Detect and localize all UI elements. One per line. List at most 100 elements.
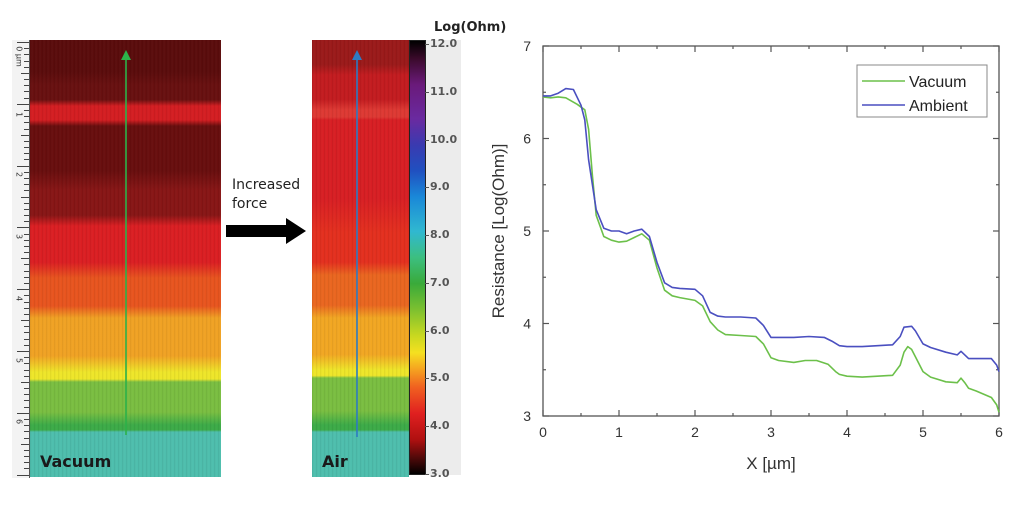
air-profile-arrow (352, 50, 362, 437)
ruler-tick (24, 60, 29, 62)
ruler-tick (24, 208, 29, 210)
map-band (312, 120, 409, 232)
ruler-tick (24, 190, 29, 192)
y-tick-label: 3 (523, 408, 531, 424)
colorbar-tick-label: 3.0 (430, 467, 450, 480)
legend-label-vacuum: Vacuum (909, 74, 967, 91)
ruler-tick (24, 276, 29, 278)
series-line-ambient (543, 87, 1000, 372)
x-tick-label: 5 (919, 424, 927, 440)
ruler-tick (17, 42, 29, 43)
colorbar-tick-mark (425, 187, 429, 189)
map-band (312, 370, 409, 378)
ruler-tick (24, 184, 29, 186)
ruler-tick (24, 66, 29, 68)
vacuum-profile-arrow (121, 50, 131, 435)
map-band (312, 232, 409, 275)
ruler-tick (24, 270, 29, 272)
ruler-tick (24, 468, 29, 470)
ruler-tick (21, 72, 29, 74)
x-tick-label: 2 (691, 424, 699, 440)
ruler-tick (21, 443, 29, 445)
ruler-tick (24, 109, 29, 111)
map-band (312, 110, 409, 120)
ruler-tick (24, 363, 29, 365)
ruler-tick (17, 289, 29, 291)
ruler-tick (24, 202, 29, 204)
x-tick-label: 6 (995, 424, 1003, 440)
y-tick-label: 6 (523, 131, 531, 147)
axis-ticks: 0 1 2 3 4 5 6 3 4 5 6 7 (523, 38, 1003, 440)
ruler-tick (24, 252, 29, 254)
ruler-tick (24, 295, 29, 297)
x-tick-label: 1 (615, 424, 623, 440)
ruler-tick (24, 159, 29, 161)
map-band (312, 425, 409, 432)
air-label: Air (322, 452, 348, 471)
ruler-tick (24, 239, 29, 241)
ruler-tick (17, 351, 29, 352)
colorbar-tick-mark (425, 330, 429, 332)
map-band (30, 432, 221, 477)
ruler-tick (24, 233, 29, 235)
ruler-tick (24, 332, 29, 334)
colorbar (409, 40, 426, 475)
y-tick-label: 7 (523, 38, 531, 54)
colorbar-tick-mark (425, 474, 429, 475)
ruler-tick (24, 283, 29, 285)
ruler-tick (17, 165, 29, 167)
colorbar-tick-mark (425, 44, 429, 45)
colorbar-tick-label: 11.0 (430, 84, 458, 98)
map-band (312, 378, 409, 425)
map-band (312, 275, 409, 318)
ruler-tick (24, 425, 29, 427)
legend-box (856, 64, 988, 118)
ruler-tick (17, 103, 29, 105)
colorbar-tick-label: 12.0 (430, 37, 458, 50)
ruler-tick (24, 147, 29, 149)
ruler-tick (24, 406, 29, 408)
ruler-tick (24, 215, 29, 217)
ruler-tick (17, 412, 29, 414)
ruler-tick (24, 48, 29, 50)
ruler-tick (21, 381, 29, 383)
ruler-tick (17, 474, 29, 476)
legend-label-ambient: Ambient (909, 98, 968, 115)
depth-ruler: 0 µm 1 2 3 4 5 6 (12, 40, 30, 478)
ruler-tick (24, 462, 29, 464)
y-tick-label: 4 (523, 316, 531, 332)
legend: Vacuum Ambient (856, 64, 988, 118)
colorbar-tick-mark (425, 235, 429, 237)
ruler-tick (21, 258, 29, 260)
ruler-tick (24, 301, 29, 303)
ruler-tick (24, 79, 29, 81)
ruler-tick (21, 196, 29, 198)
colorbar-tick-label: 5.0 (430, 371, 450, 385)
ruler-tick (24, 388, 29, 390)
vacuum-label: Vacuum (40, 452, 112, 471)
ruler-tick (24, 326, 29, 328)
ruler-tick (24, 128, 29, 130)
ruler-tick (21, 134, 29, 136)
colorbar-tick-mark (425, 426, 429, 428)
colorbar-tick-mark (425, 139, 429, 141)
x-tick-label: 4 (843, 424, 851, 440)
ruler-tick (24, 437, 29, 439)
ruler-tick (24, 140, 29, 142)
x-axis-label: X [µm] (746, 454, 795, 473)
ruler-tick (24, 400, 29, 402)
ruler-tick (24, 245, 29, 247)
increased-force-text: Increased force (232, 176, 300, 214)
ruler-tick (24, 394, 29, 396)
map-band (312, 75, 409, 110)
colorbar-tick-mark (425, 282, 429, 284)
ruler-tick (24, 418, 29, 420)
ruler-tick (24, 85, 29, 87)
ruler-tick (24, 171, 29, 173)
series-group (542, 87, 1000, 413)
ruler-tick (24, 344, 29, 346)
ruler-tick (24, 153, 29, 155)
ruler-tick (24, 91, 29, 93)
ruler-tick (24, 116, 29, 118)
